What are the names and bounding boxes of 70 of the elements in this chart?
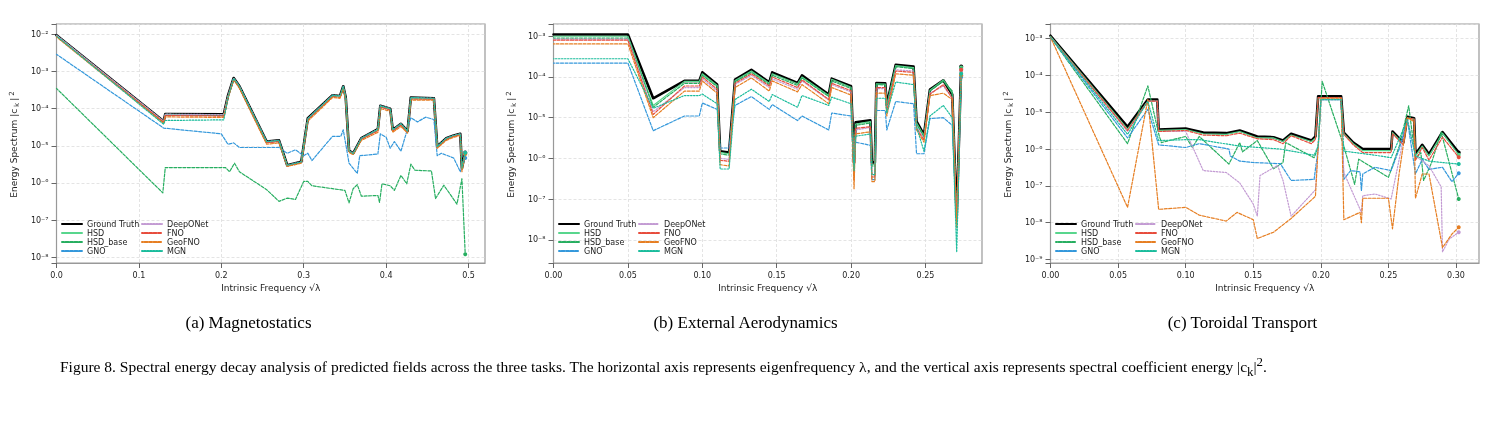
x-tick-label: 0.00 (544, 270, 563, 280)
legend-label: MGN (1161, 246, 1181, 256)
legend-label: FNO (664, 228, 681, 238)
y-tick-label: 10⁻⁷ (527, 194, 546, 204)
x-tick-label: 0.20 (842, 270, 860, 280)
legend-label: GNO (1081, 246, 1100, 256)
y-tick-label: 10⁻⁴ (1024, 70, 1043, 80)
legend-label: HSD_base (1081, 237, 1122, 247)
y-tick-label: 10⁻⁷ (1024, 181, 1043, 191)
text: (a) Magnetostatics (185, 313, 312, 332)
x-tick-label: 0.1 (132, 270, 146, 280)
text: (b) External Aerodynamics (653, 313, 838, 332)
x-tick-label: 0.15 (767, 270, 786, 280)
legend-label: MGN (664, 246, 684, 256)
x-tick-label: 0.25 (916, 270, 935, 280)
legend-label: FNO (167, 228, 184, 238)
x-tick-label: 0.3 (297, 270, 311, 280)
x-tick-label: 0.25 (1379, 270, 1398, 280)
y-tick-label: 10⁻⁴ (30, 104, 49, 114)
y-tick-label: 10⁻⁸ (30, 252, 49, 262)
y-tick-label: 10⁻⁹ (1024, 254, 1043, 264)
y-tick-label: 10⁻⁵ (1024, 107, 1043, 117)
legend-label: GNO (584, 246, 603, 256)
legend-label: Ground Truth (87, 219, 140, 229)
x-tick-label: 0.5 (462, 270, 475, 280)
text: (c) Toroidal Transport (1167, 313, 1318, 332)
legend-label: GNO (87, 246, 106, 256)
legend-label: GeoFNO (1161, 237, 1194, 247)
legend-label: GeoFNO (167, 237, 200, 247)
legend-label: DeepONet (664, 219, 706, 229)
x-tick-label: 0.4 (379, 270, 393, 280)
y-tick-label: 10⁻⁶ (30, 178, 49, 188)
legend-label: FNO (1161, 228, 1178, 238)
x-axis-title: Intrinsic Frequency √λ (718, 283, 819, 294)
y-tick-label: 10⁻³ (527, 31, 546, 41)
y-tick-label: 10⁻³ (30, 67, 49, 76)
legend-label: HSD (1081, 228, 1099, 238)
legend-label: DeepONet (1161, 219, 1203, 229)
x-tick-label: 0.05 (1109, 270, 1127, 280)
y-tick-label: 10⁻² (30, 29, 49, 39)
x-axis-title: Intrinsic Frequency √λ (1215, 283, 1316, 294)
caption: Figure 8. Spectral energy decay analysis of predicted fields across the three tasks. The horizontal axis represents eigenfrequency λ, and the vertical axis represents spectral coefficient energy |c$_{k}$|$^{2}$. (59, 353, 1268, 382)
legend-label: HSD (584, 228, 602, 238)
x-tick-label: 0.20 (1311, 270, 1330, 280)
legend-label: Ground Truth (584, 219, 637, 229)
y-tick-label: 10⁻⁸ (1024, 218, 1043, 228)
x-tick-label: 0.10 (1176, 270, 1195, 280)
x-tick-label: 0.2 (214, 270, 228, 280)
legend-label: HSD_base (584, 237, 625, 247)
x-tick-label: 0.0 (50, 270, 63, 280)
legend-label: MGN (167, 246, 187, 256)
y-tick-label: 10⁻⁶ (527, 153, 546, 163)
y-tick-label: 10⁻⁶ (1024, 144, 1043, 154)
legend-label: HSD (87, 228, 105, 238)
x-tick-label: 0.05 (618, 270, 637, 280)
legend-label: DeepONet (167, 219, 209, 229)
legend-label: Ground Truth (1081, 219, 1134, 229)
y-tick-label: 10⁻⁴ (527, 72, 546, 82)
y-tick-label: 10⁻⁵ (527, 113, 546, 123)
y-tick-label: 10⁻³ (1024, 34, 1043, 44)
legend-label: HSD_base (87, 237, 128, 247)
y-tick-label: 10⁻⁸ (527, 235, 546, 245)
x-tick-label: 0.10 (693, 270, 712, 280)
legend-label: GeoFNO (664, 237, 697, 247)
x-tick-label: 0.30 (1447, 270, 1465, 280)
y-tick-label: 10⁻⁵ (30, 141, 49, 151)
x-tick-label: 0.00 (1041, 270, 1060, 280)
y-tick-label: 10⁻⁷ (30, 215, 49, 225)
x-tick-label: 0.15 (1244, 270, 1263, 280)
x-axis-title: Intrinsic Frequency √λ (221, 283, 322, 294)
